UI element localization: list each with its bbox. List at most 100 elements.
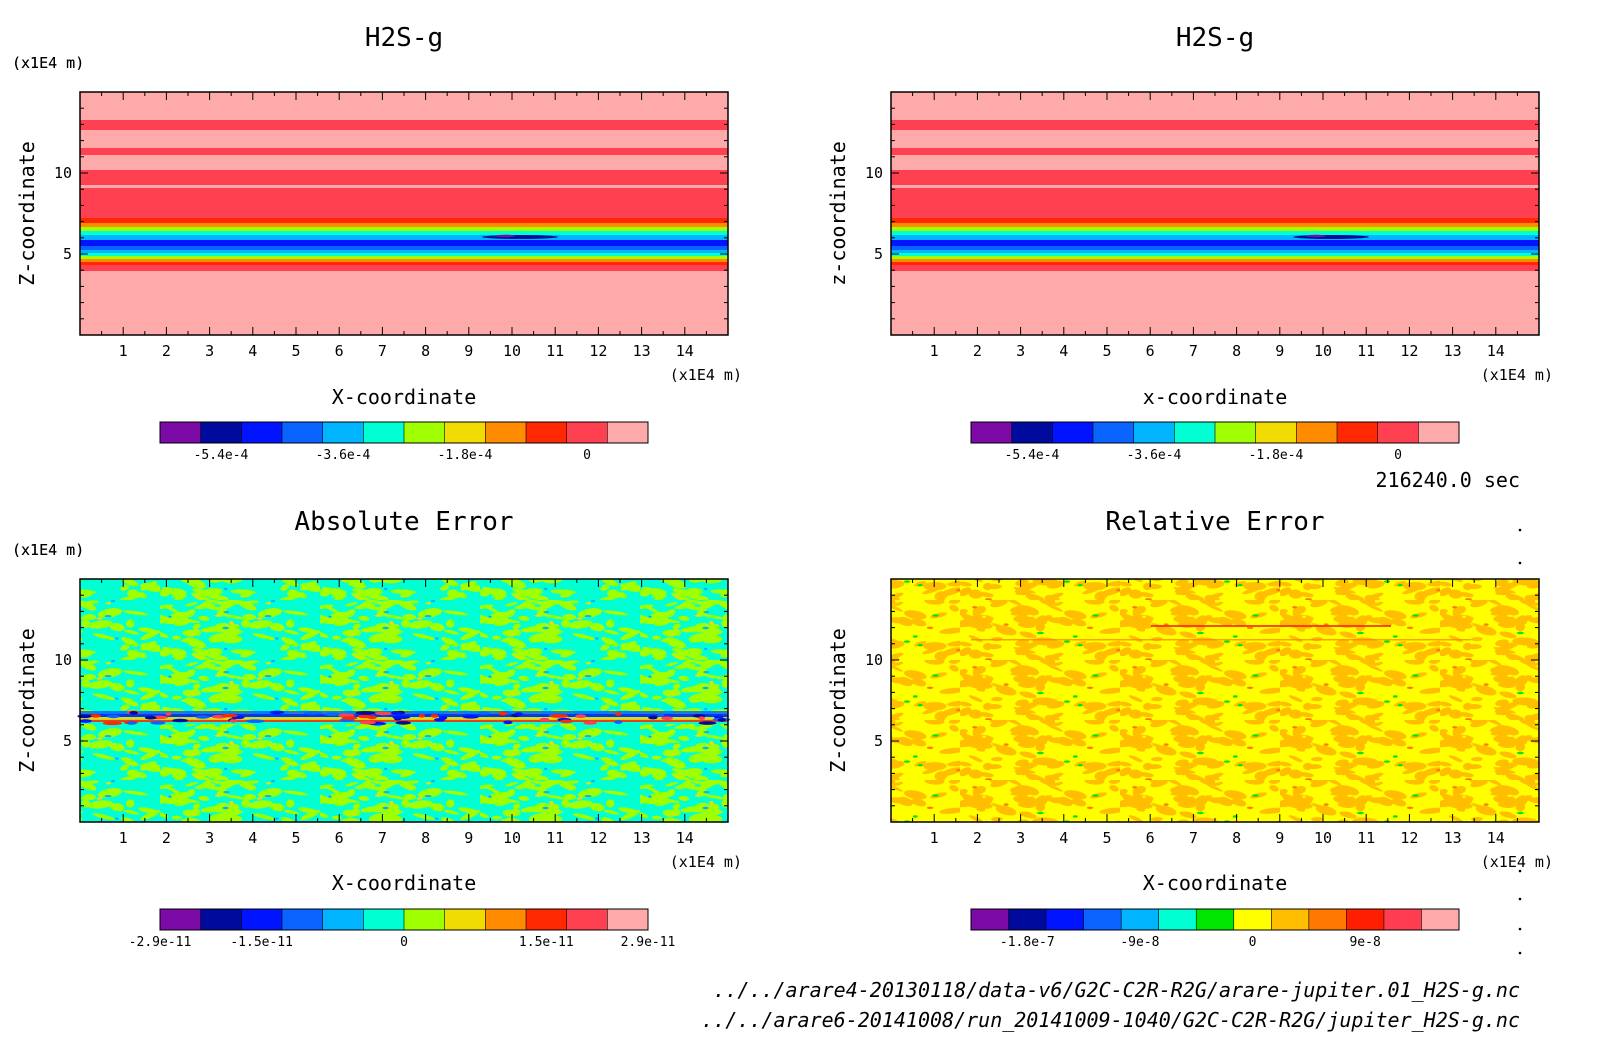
contour-band [614,720,623,724]
colorbar-swatch [1418,422,1459,443]
colorbar-swatch [1133,422,1175,443]
colorbar-swatch [1337,422,1378,443]
x-tick-label: 6 [335,342,344,360]
colorbar-tick-label: -3.6e-4 [316,448,371,463]
x-tick-label: 11 [546,829,564,847]
heatmap-field [77,579,731,822]
y-unit-label: (x1E4 m) [12,54,84,72]
footer-file-path-2: ../../arare6-20141008/run_20141009-1040/… [701,1008,1520,1032]
contour-band [891,240,1539,246]
colorbar-swatch [282,909,323,930]
field-background [80,579,728,822]
x-tick-label: 2 [973,829,982,847]
contour-band [559,719,573,724]
margin-dot [1518,528,1522,532]
contour-band [392,715,411,720]
y-unit-label: (x1E4 m) [12,541,84,559]
footer-file-path-1: ../../arare4-20130118/data-v6/G2C-C2R-R2… [713,978,1520,1002]
colorbar-swatch [607,422,648,443]
colorbar-swatch [1308,909,1347,930]
colorbar-tick-label: 2.9e-11 [621,935,676,950]
contour-band [341,716,358,720]
chart-panel-2: H2S-g(x1E4 m)1 2 3 4 5 6 7 8 9 10 11 12 13 14510(x1E4… [12,23,1553,463]
contour-band [891,256,1539,259]
x-tick-label: 2 [162,829,171,847]
contour-band [891,218,1539,223]
colorbar-swatch [241,909,282,930]
contour-band [229,719,238,723]
colorbar-tick-label: -1.8e-4 [1249,448,1304,463]
x-tick-label: 13 [633,342,651,360]
y-unit-label: (x1E4 m) [12,54,84,72]
x-tick-label: 14 [1487,342,1505,360]
contour-band [220,713,238,718]
x-axis-title: X-coordinate [332,385,477,409]
x-tick-label: 5 [1102,342,1111,360]
colorbar-swatch [1346,909,1384,930]
colorbar-swatch [241,422,282,443]
contour-band [129,711,138,715]
panel-title: Relative Error [1105,507,1324,537]
contour-band [80,206,728,218]
x-tick-label: 9 [1275,829,1284,847]
colorbar-tick-label: -5.4e-4 [1005,448,1060,463]
colorbar-swatch [444,909,486,930]
contour-band [583,721,597,725]
colorbar-swatch [322,422,364,443]
contour-band [418,714,426,718]
colorbar: -2.9e-11 -1.5e-11 0 1.5e-11 2.9e-11 [129,908,676,950]
contour-band [80,231,728,235]
field-background [891,579,1539,822]
x-tick-label: 6 [1146,829,1155,847]
contour-band [498,711,508,716]
x-tick-label: 8 [421,829,430,847]
colorbar-tick-label: -1.8e-4 [438,448,493,463]
contour-band [657,713,664,717]
x-tick-label: 1 [119,342,128,360]
x-unit-label: (x1E4 m) [1481,853,1553,871]
colorbar-tick-label: 9e-8 [1349,935,1380,950]
contour-band [269,710,285,715]
x-tick-label: 9 [464,342,473,360]
contour-band [80,170,728,185]
colorbar-tick-label: -2.9e-11 [129,935,192,950]
x-tick-label: 5 [1102,829,1111,847]
x-tick-label: 3 [205,829,214,847]
panel-title: H2S-g [1176,23,1254,53]
contour-band [891,148,1539,155]
contour-band [891,170,1539,185]
contour-band [80,714,728,717]
y-tick-label: 5 [874,732,883,750]
colorbar-swatch [1093,422,1134,443]
contour-band [144,715,157,720]
contour-band [514,712,523,716]
y-axis-title: Z-coordinate [15,141,39,286]
x-tick-label: 14 [676,829,694,847]
colorbar-swatch [971,422,1012,443]
x-tick-label: 10 [1314,829,1332,847]
x-axis-title: X-coordinate [1143,871,1288,895]
contour-band [1293,235,1369,239]
y-axis-title: z-coordinate [826,141,850,286]
contour-band [80,218,728,223]
contour-band [478,711,491,715]
colorbar-swatch [363,422,404,443]
margin-dot [1518,951,1522,955]
contour-band [80,262,728,265]
x-tick-label: 4 [248,342,257,360]
contour-band [1306,234,1326,238]
colorbar-swatch [1196,909,1234,930]
x-tick-label: 7 [378,342,387,360]
colorbar-swatch [1377,422,1419,443]
x-tick-label: 4 [1059,342,1068,360]
colorbar-swatch [404,909,445,930]
contour-band [102,721,123,726]
x-tick-label: 13 [1444,342,1462,360]
x-tick-label: 14 [1487,829,1505,847]
colorbar-swatch [485,909,526,930]
colorbar-swatch [1255,422,1297,443]
colorbar-swatch [971,909,1009,930]
contour-band [80,227,728,231]
contour-band [172,718,189,723]
x-tick-label: 11 [546,342,564,360]
